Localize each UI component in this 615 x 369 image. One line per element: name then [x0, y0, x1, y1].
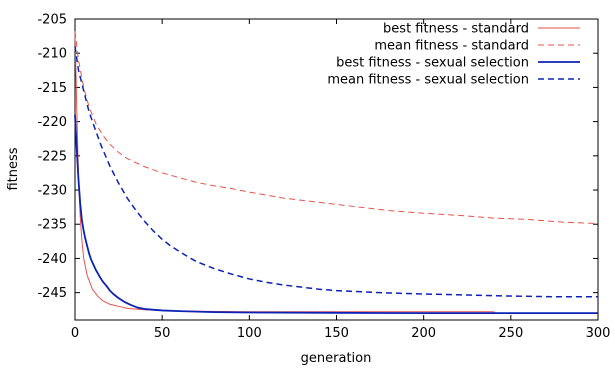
series-layer — [74, 31, 599, 315]
y-tick-label: -220 — [37, 115, 67, 130]
legend-label: best fitness - standard — [383, 22, 529, 37]
y-axis-title: fitness — [6, 147, 21, 190]
y-tick-label: -235 — [37, 218, 67, 233]
series-line-1 — [74, 32, 598, 314]
x-axis-title: generation — [301, 351, 372, 366]
series-line-2 — [74, 31, 599, 225]
x-tick-label: 250 — [498, 326, 523, 341]
legend-label: mean fitness - standard — [374, 39, 529, 54]
y-axis: -205 -210 -215 -220 -225 -230 -235 -240 -245 — [37, 13, 598, 301]
x-tick-label: 100 — [237, 326, 262, 341]
y-tick-label: -240 — [37, 252, 67, 267]
y-tick-label: -225 — [37, 149, 67, 164]
series-line-3 — [74, 114, 598, 315]
y-tick-label: -215 — [37, 81, 67, 96]
y-tick-label: -230 — [37, 184, 67, 199]
x-tick-label: 0 — [71, 326, 79, 341]
legend: best fitness - standard mean fitness - st… — [327, 22, 580, 88]
y-tick-label: -210 — [37, 47, 67, 62]
legend-label: best fitness - sexual selection — [336, 56, 529, 71]
legend-label: mean fitness - sexual selection — [327, 73, 529, 88]
x-tick-label: 200 — [411, 326, 436, 341]
x-axis: 0 50 100 150 200 250 300 — [71, 19, 611, 341]
x-tick-label: 300 — [586, 326, 611, 341]
series-line-4 — [74, 46, 598, 298]
x-tick-label: 150 — [324, 326, 349, 341]
y-tick-label: -205 — [37, 13, 67, 28]
y-tick-label: -245 — [37, 286, 67, 301]
x-tick-label: 50 — [154, 326, 171, 341]
